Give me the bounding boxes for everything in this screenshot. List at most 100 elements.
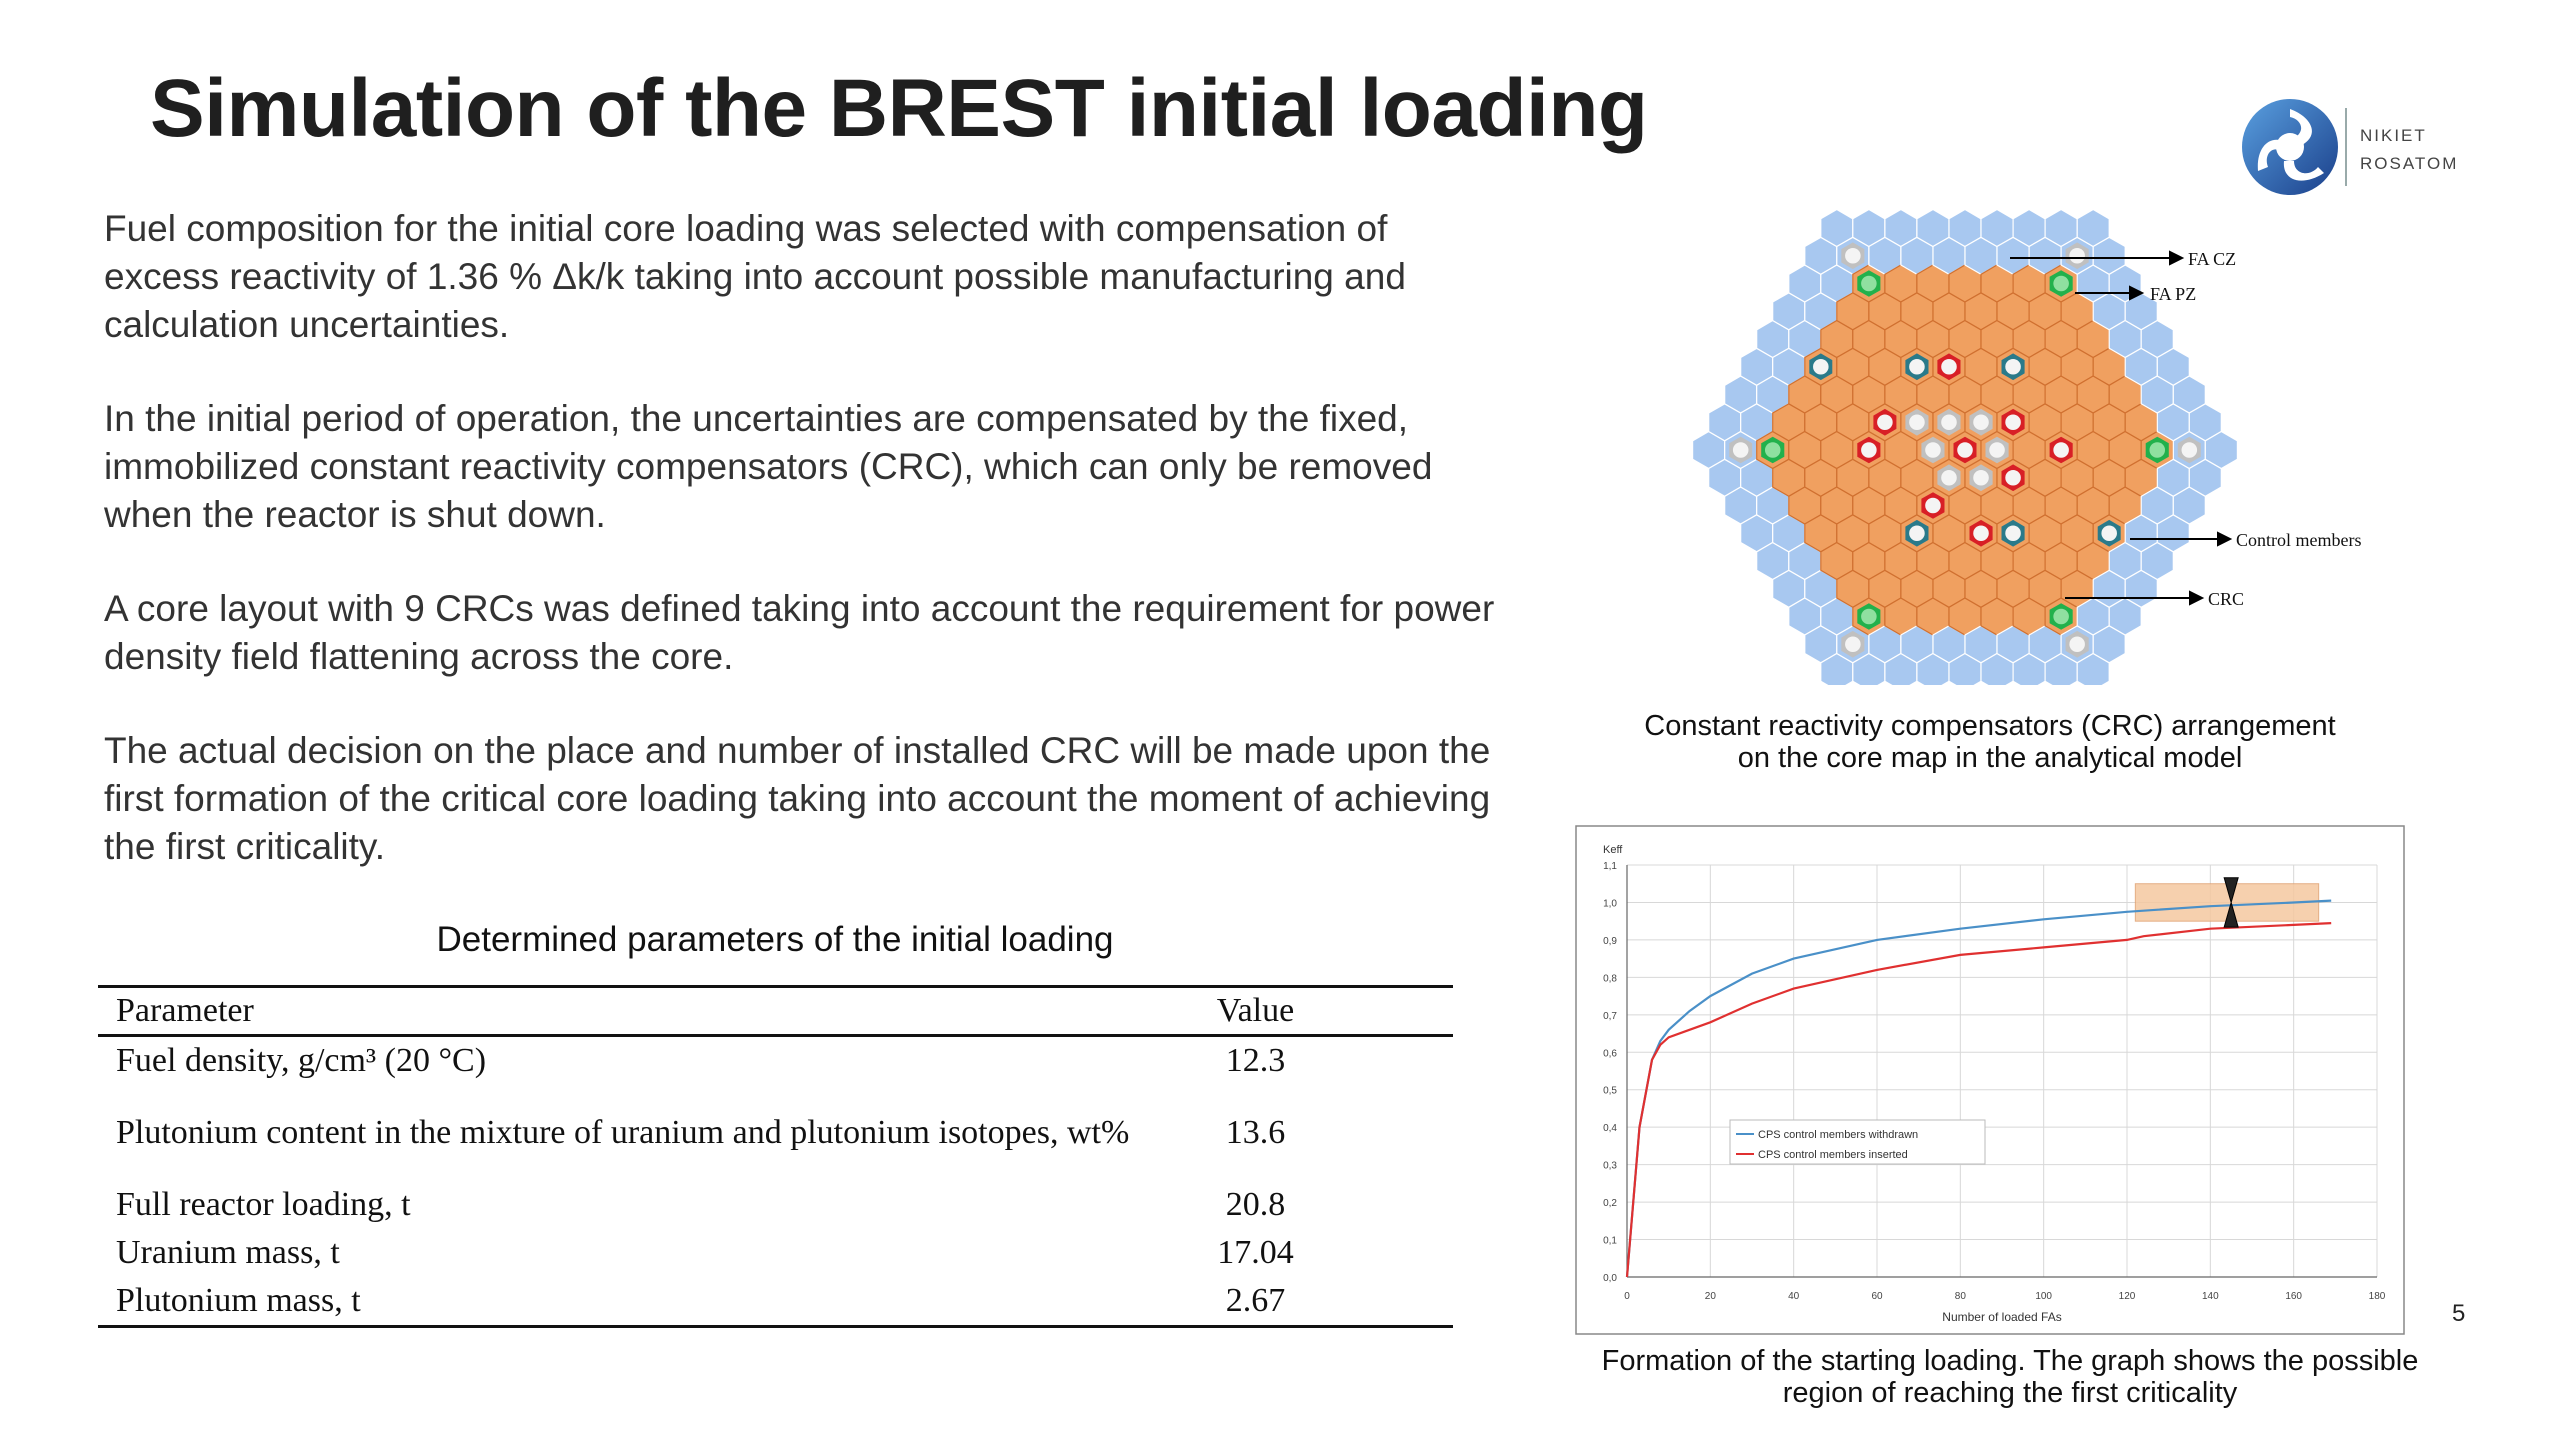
table-row: Plutonium mass, t 2.67 xyxy=(98,1277,1453,1328)
label-fa-pz: FA PZ xyxy=(2150,284,2196,304)
crc-center xyxy=(2053,608,2069,625)
sa-center xyxy=(1877,414,1893,431)
table-row: Uranium mass, t 17.04 xyxy=(98,1229,1453,1277)
ctrl-center xyxy=(1732,442,1749,458)
x-tick-label: 100 xyxy=(2035,1291,2052,1302)
sa-center xyxy=(1957,442,1973,458)
legend-label: CPS control members inserted xyxy=(1758,1149,1908,1161)
body-text: Fuel composition for the initial core lo… xyxy=(104,205,1504,917)
row-value: 12.3 xyxy=(1225,1042,1286,1079)
row-param: Fuel density, g/cm³ (20 °C) xyxy=(116,1042,487,1079)
core-hex-grid xyxy=(1691,208,2239,685)
table-caption: Determined parameters of the initial loa… xyxy=(436,920,1114,959)
paragraph-1: Fuel composition for the initial core lo… xyxy=(104,208,1406,345)
row-value: 20.8 xyxy=(1225,1186,1286,1223)
row-param: Uranium mass, t xyxy=(116,1234,340,1271)
table-row: Full reactor loading, t 20.8 xyxy=(98,1181,1453,1229)
header-value: Value xyxy=(1216,992,1295,1029)
graph-caption-line-1: Formation of the starting loading. The g… xyxy=(1601,1345,2419,1377)
x-tick-label: 20 xyxy=(1705,1291,1717,1302)
graph-caption: Formation of the starting loading. The g… xyxy=(1560,1345,2460,1409)
label-crc: CRC xyxy=(2208,589,2244,609)
label-control-members: Control members xyxy=(2236,530,2361,550)
y-tick-label: 0,1 xyxy=(1603,1236,1617,1247)
header-parameter: Parameter xyxy=(116,992,254,1029)
ip-center xyxy=(2101,525,2117,542)
legend-label: CPS control members withdrawn xyxy=(1758,1129,1918,1141)
core-map: FA CZ FA PZ Control members CRC xyxy=(1691,208,2361,685)
y-tick-label: 0,4 xyxy=(1603,1123,1617,1134)
label-fa-cz: FA CZ xyxy=(2188,249,2236,269)
crc-center xyxy=(1764,442,1781,458)
sa-center xyxy=(2005,414,2021,431)
y-tick-label: 0,3 xyxy=(1603,1161,1617,1172)
legend-box xyxy=(1729,1119,1986,1165)
slide-title: Simulation of the BREST initial loading xyxy=(150,63,1648,154)
x-tick-label: 140 xyxy=(2202,1291,2219,1302)
core-map-caption: Constant reactivity compensators (CRC) a… xyxy=(1560,710,2420,774)
crc-center xyxy=(2053,275,2069,292)
core-caption-line-2: on the core map in the analytical model xyxy=(1737,742,2243,774)
paragraph-3: A core layout with 9 CRCs was defined ta… xyxy=(104,588,1495,677)
logo-divider xyxy=(2345,108,2347,186)
ip-center xyxy=(1813,358,1829,375)
sa-center xyxy=(1973,525,1989,542)
reflector-hex xyxy=(2204,430,2239,470)
x-tick-label: 0 xyxy=(1624,1291,1630,1302)
keff-chart: 0,0 0,1 0,2 0,3 0,4 0,5 0,6 0,7 0,8 0,9 1,0 1,1 0 20 4… xyxy=(1575,825,2405,1335)
ip-center xyxy=(1909,525,1925,542)
ip-center xyxy=(1909,358,1925,375)
logo-line-nikiet: NIKIET xyxy=(2360,126,2427,145)
sa-center xyxy=(2005,469,2021,486)
row-param: Full reactor loading, t xyxy=(116,1186,411,1223)
logo-line-rosatom: ROSATOM xyxy=(2360,154,2459,173)
ip-center xyxy=(2005,525,2021,542)
ctrl-center xyxy=(1845,247,1861,264)
sa-center xyxy=(1941,358,1957,375)
ctrl-center xyxy=(1941,469,1957,486)
criticality-marker xyxy=(2223,877,2239,928)
core-caption-line-1: Constant reactivity compensators (CRC) a… xyxy=(1644,710,2336,742)
y-tick-label: 0,0 xyxy=(1603,1273,1617,1284)
x-tick-label: 80 xyxy=(1955,1291,1967,1302)
x-tick-label: 60 xyxy=(1871,1291,1883,1302)
row-value: 2.67 xyxy=(1225,1282,1286,1319)
parameters-table: Parameter Value Fuel density, g/cm³ (20 … xyxy=(98,985,1453,1328)
sa-center xyxy=(1925,497,1941,514)
paragraph-2: In the initial period of operation, the … xyxy=(104,398,1433,535)
y-tick-label: 1,1 xyxy=(1603,861,1617,872)
ip-center xyxy=(2005,358,2021,375)
row-param: Plutonium content in the mixture of uran… xyxy=(116,1114,1130,1151)
table-header: Parameter Value xyxy=(98,985,1453,1037)
x-tick-label: 160 xyxy=(2285,1291,2302,1302)
crc-center xyxy=(2149,442,2166,458)
y-tick-label: 0,7 xyxy=(1603,1011,1617,1022)
ctrl-center xyxy=(1925,442,1941,458)
row-value: 17.04 xyxy=(1217,1234,1294,1271)
x-tick-label: 120 xyxy=(2119,1291,2136,1302)
row-param: Plutonium mass, t xyxy=(116,1282,361,1319)
ctrl-center xyxy=(2069,636,2085,653)
row-value: 13.6 xyxy=(1225,1114,1286,1151)
ctrl-center xyxy=(1989,442,2005,458)
y-tick-label: 0,2 xyxy=(1603,1198,1617,1209)
y-axis-label: Keff xyxy=(1603,844,1623,856)
table-row: Plutonium content in the mixture of uran… xyxy=(98,1085,1453,1181)
series-line xyxy=(1625,922,2332,1278)
rosatom-logo xyxy=(2242,99,2338,195)
ctrl-center xyxy=(1909,414,1925,431)
paragraph-4: The actual decision on the place and num… xyxy=(104,730,1491,867)
ctrl-center xyxy=(1845,636,1861,653)
ctrl-center xyxy=(1973,469,1989,486)
y-tick-label: 1,0 xyxy=(1603,898,1617,909)
crc-center xyxy=(1861,608,1877,625)
table-row: Fuel density, g/cm³ (20 °C) 12.3 xyxy=(98,1037,1453,1085)
y-tick-label: 0,9 xyxy=(1603,936,1617,947)
crc-center xyxy=(1861,275,1877,292)
x-tick-label: 40 xyxy=(1788,1291,1800,1302)
ctrl-center xyxy=(1973,414,1989,431)
graph-caption-line-2: region of reaching the first criticality xyxy=(1782,1377,2238,1409)
page-number: 5 xyxy=(2452,1300,2466,1327)
y-tick-label: 0,8 xyxy=(1603,973,1617,984)
x-axis-label: Number of loaded FAs xyxy=(1942,1310,2061,1324)
